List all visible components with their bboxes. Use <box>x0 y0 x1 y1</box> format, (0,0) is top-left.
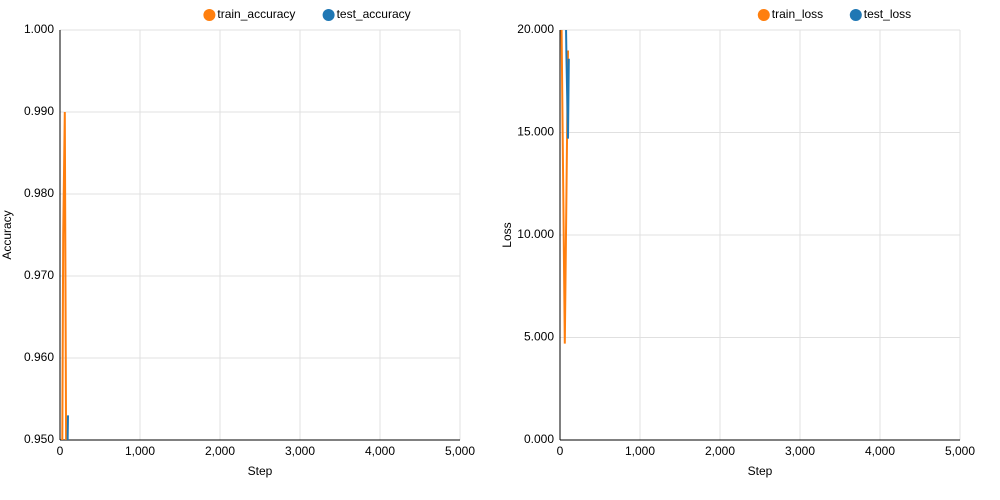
x-tick-label: 3,000 <box>285 444 315 458</box>
y-tick-label: 0.950 <box>24 432 54 446</box>
legend-marker <box>849 9 862 21</box>
x-axis-label: Step <box>748 464 773 478</box>
y-tick-label: 0.980 <box>24 186 54 200</box>
series-line <box>61 111 68 440</box>
x-tick-label: 1,000 <box>625 444 655 458</box>
chart-panel: 0.950 0.960 0.970 0.980 0.990 1.000 0 1,000 2,00… <box>0 7 475 478</box>
y-axis-label: Loss <box>500 222 514 247</box>
y-tick-label: 20.000 <box>517 22 554 36</box>
x-tick-label: 0 <box>557 444 564 458</box>
plot-area <box>560 30 570 344</box>
x-tick-label: 3,000 <box>785 444 815 458</box>
legend: train_loss test_loss <box>757 7 911 21</box>
y-tick-label: 15.000 <box>517 125 554 139</box>
plot-area <box>61 111 69 440</box>
y-tick-label: 5.000 <box>524 330 554 344</box>
x-tick-label: 2,000 <box>705 444 735 458</box>
legend-label: train_loss <box>772 7 823 21</box>
x-tick-label: 2,000 <box>205 444 235 458</box>
series-line <box>565 30 570 139</box>
x-tick-label: 4,000 <box>365 444 395 458</box>
y-tick-label: 10.000 <box>517 227 554 241</box>
y-tick-label: 0.000 <box>524 432 554 446</box>
y-tick-label: 0.970 <box>24 268 54 282</box>
legend-label: test_loss <box>864 7 911 21</box>
series-line <box>560 30 569 344</box>
y-tick-label: 0.990 <box>24 104 54 118</box>
x-tick-label: 1,000 <box>125 444 155 458</box>
y-tick-label: 0.960 <box>24 350 54 364</box>
y-tick-label: 1.000 <box>24 22 54 36</box>
legend-marker <box>757 9 770 21</box>
legend-label: train_accuracy <box>217 7 295 21</box>
chart-panel: 0.000 5.000 10.000 15.000 20.000 0 1,000 2,000 3… <box>500 7 975 478</box>
x-tick-label: 5,000 <box>945 444 975 458</box>
y-axis-label: Accuracy <box>0 210 14 259</box>
legend-marker <box>322 9 335 21</box>
legend-label: test_accuracy <box>337 7 411 21</box>
x-tick-label: 5,000 <box>445 444 475 458</box>
x-tick-label: 4,000 <box>865 444 895 458</box>
series-line <box>66 415 69 440</box>
x-tick-label: 0 <box>57 444 64 458</box>
x-axis-label: Step <box>248 464 273 478</box>
legend: train_accuracy test_accuracy <box>203 7 411 21</box>
legend-marker <box>203 9 216 21</box>
